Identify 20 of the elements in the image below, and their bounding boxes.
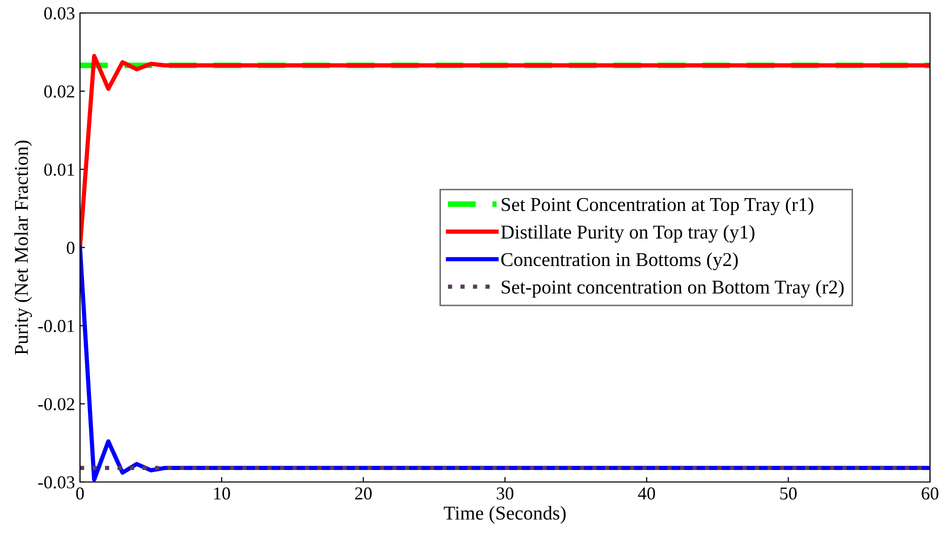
y-tick-label: 0.02	[44, 85, 74, 98]
y-tick-label: 0.03	[44, 7, 74, 20]
y-tick-label: -0.03	[38, 476, 74, 489]
x-tick-label: 60	[922, 487, 938, 500]
legend-label: Set-point concentration on Bottom Tray (r2)	[502, 280, 844, 298]
y-tick-label: -0.01	[38, 320, 74, 332]
x-tick-label: 50	[780, 487, 797, 500]
x-tick-label: 30	[496, 487, 514, 500]
legend-label: Concentration in Bottoms (y2)	[501, 252, 738, 270]
y-tick-label: 0.01	[44, 164, 74, 176]
x-tick-label: 10	[214, 487, 230, 500]
legend-label: Set Point Concentration at Top Tray (r1)	[502, 197, 814, 216]
y-axis-title: Purity (Net Molar Fraction)	[14, 140, 32, 355]
y-tick-label: -0.02	[38, 398, 74, 410]
legend-label: Distillate Purity on Top tray (y1)	[501, 224, 754, 243]
y-tick-label: 0	[66, 242, 74, 254]
x-tick-label: 40	[638, 487, 656, 500]
x-tick-label: 0	[76, 487, 84, 500]
x-axis-title: Time (Seconds)	[444, 506, 566, 524]
x-tick-label: 20	[355, 487, 372, 500]
